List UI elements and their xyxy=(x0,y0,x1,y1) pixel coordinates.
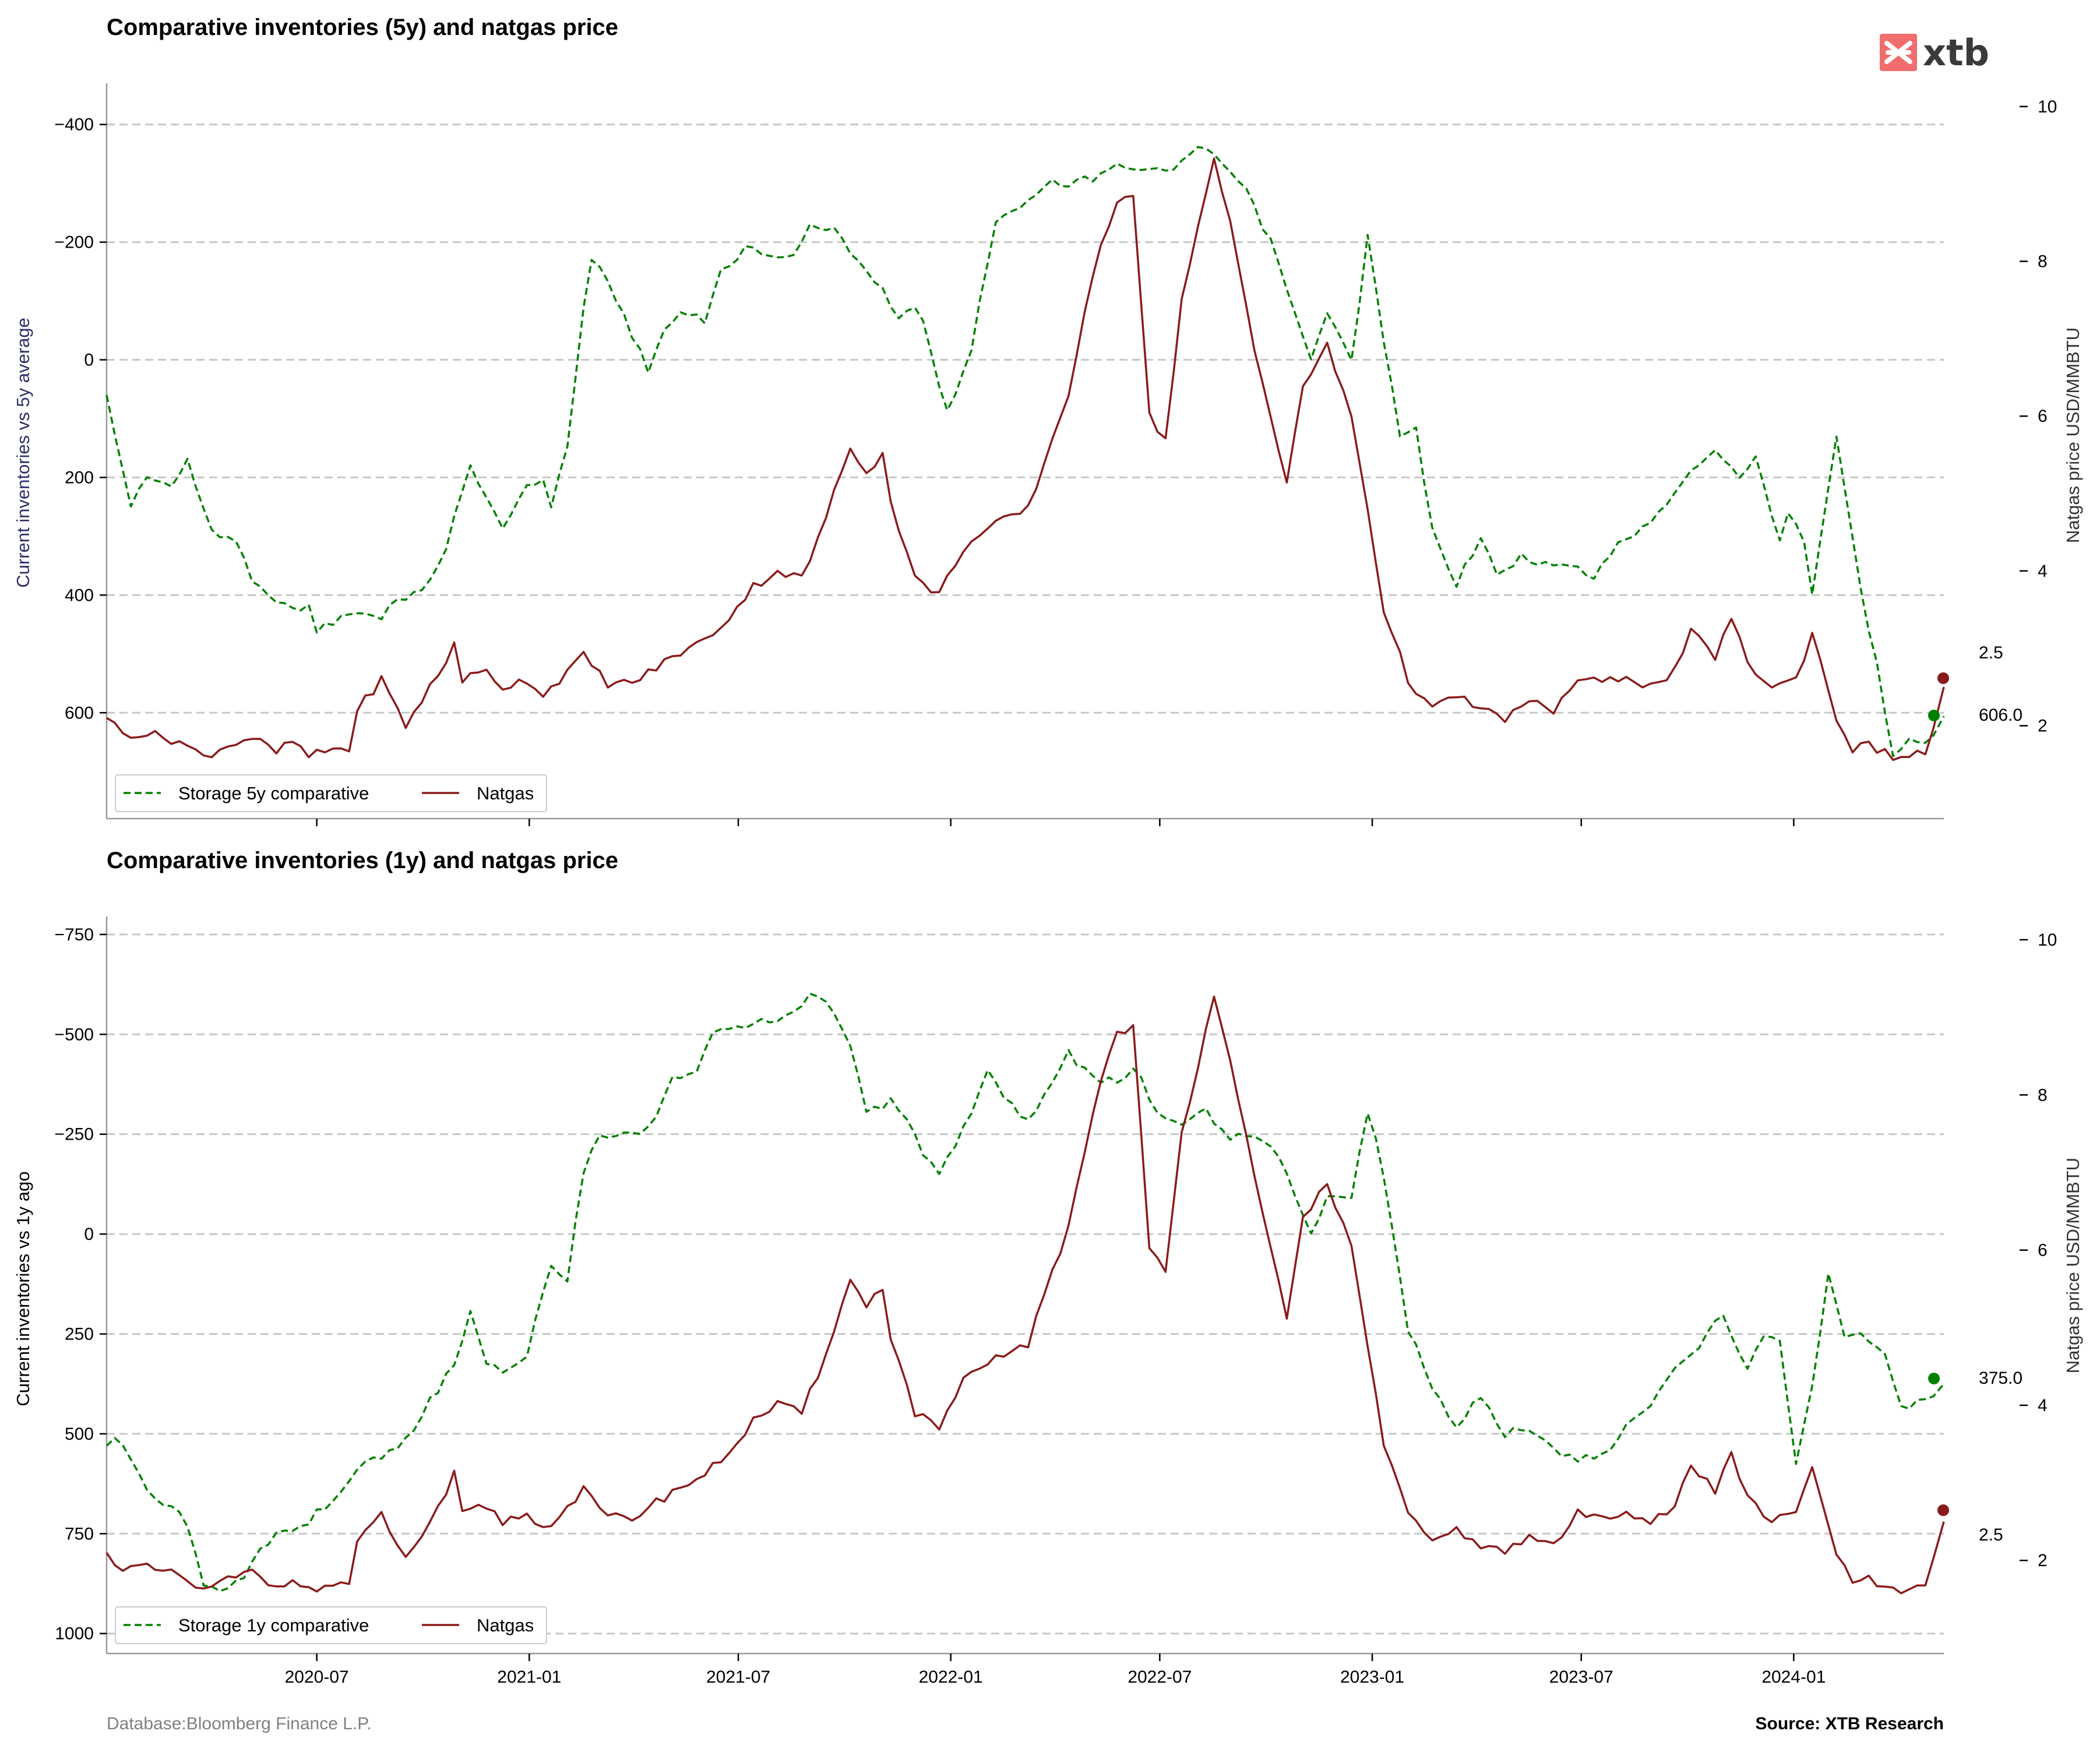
bottom-chart-legend: Storage 1y comparative Natgas xyxy=(115,1606,547,1644)
right-tick-label: 2 xyxy=(2038,717,2048,736)
top-chart-storage-end-label: 606.0 xyxy=(1979,706,2023,725)
top-chart-legend-storage-label: Storage 5y comparative xyxy=(178,783,369,803)
top-chart-right-axis-label: Natgas price USD/MMBTU xyxy=(2063,327,2083,543)
top-chart-legend-box xyxy=(115,774,547,812)
bottom-chart-natgas-end-dot xyxy=(1937,1504,1949,1516)
bottom-chart-axes: −750 −500 −250 0 250 500 750 1000 2 4 6 8 10 2020-07 2… xyxy=(54,916,2057,1687)
top-chart-storage-end-dot xyxy=(1928,710,1940,721)
footer-source-note: Source: XTB Research xyxy=(1756,1714,1944,1733)
bottom-chart-grid xyxy=(107,933,1944,1635)
right-tick-label: 10 xyxy=(2038,97,2057,117)
x-tick-label: 2023-07 xyxy=(1549,1668,1613,1687)
x-tick-label: 2021-07 xyxy=(706,1668,770,1687)
bottom-chart-legend-storage-label: Storage 1y comparative xyxy=(178,1615,369,1635)
x-tick-label: 2024-01 xyxy=(1761,1668,1826,1687)
top-chart-natgas-end-dot xyxy=(1937,672,1949,684)
natgas-series-line xyxy=(105,995,1945,1595)
bottom-chart-legend-box xyxy=(115,1606,547,1644)
right-tick-label: 4 xyxy=(2038,1396,2048,1415)
top-chart-end-markers: 2.5 606.0 xyxy=(1928,643,2023,725)
left-tick-label: −500 xyxy=(54,1025,94,1044)
bottom-chart-series xyxy=(105,992,1945,1595)
footer-database-note: Database:Bloomberg Finance L.P. xyxy=(107,1714,372,1733)
x-tick-label: 2022-07 xyxy=(1127,1668,1192,1687)
xtb-logo: xtb xyxy=(1880,31,1989,74)
left-tick-label: −750 xyxy=(54,925,94,944)
top-chart-grid xyxy=(107,124,1944,714)
bottom-chart: Comparative inventories (1y) and natgas … xyxy=(13,848,2083,1687)
bottom-chart-end-markers: 375.0 2.5 xyxy=(1928,1369,2023,1545)
xtb-logo-text: xtb xyxy=(1923,31,1989,74)
xtb-logo-x-icon xyxy=(1884,41,1912,64)
top-chart-natgas-end-label: 2.5 xyxy=(1979,643,2003,662)
bottom-chart-natgas-end-label: 2.5 xyxy=(1979,1525,2003,1545)
right-tick-label: 6 xyxy=(2038,1241,2048,1260)
bottom-chart-right-axis-label: Natgas price USD/MMBTU xyxy=(2063,1158,2083,1373)
left-tick-label: −200 xyxy=(54,233,94,252)
left-tick-label: 600 xyxy=(65,703,94,722)
right-tick-label: 8 xyxy=(2038,1085,2048,1105)
right-tick-label: 4 xyxy=(2038,562,2048,581)
left-tick-label: 200 xyxy=(65,468,94,487)
top-chart-axes: −400 −200 0 200 400 600 2 4 6 8 10 xyxy=(54,83,2057,826)
right-tick-label: 10 xyxy=(2038,930,2057,950)
left-tick-label: 400 xyxy=(65,586,94,605)
bottom-chart-storage-end-label: 375.0 xyxy=(1979,1369,2023,1388)
left-tick-label: 500 xyxy=(65,1425,94,1444)
storage-series-line xyxy=(105,146,1945,757)
top-chart-legend: Storage 5y comparative Natgas xyxy=(115,774,547,812)
storage-series-line xyxy=(105,992,1945,1592)
bottom-chart-storage-end-dot xyxy=(1928,1373,1940,1384)
left-tick-label: 0 xyxy=(84,1225,94,1244)
top-chart-legend-natgas-label: Natgas xyxy=(477,783,534,803)
top-chart-left-axis-label: Current inventories vs 5y average xyxy=(13,318,33,588)
top-chart-title: Comparative inventories (5y) and natgas … xyxy=(107,15,618,40)
right-tick-label: 8 xyxy=(2038,252,2048,272)
x-tick-label: 2022-01 xyxy=(919,1668,983,1687)
bottom-chart-legend-natgas-label: Natgas xyxy=(477,1615,534,1635)
bottom-chart-left-axis-label: Current inventories vs 1y ago xyxy=(13,1171,33,1406)
top-chart: Comparative inventories (5y) and natgas … xyxy=(13,15,2083,826)
left-tick-label: 750 xyxy=(65,1524,94,1543)
left-tick-label: 0 xyxy=(84,351,94,370)
x-tick-label: 2020-07 xyxy=(285,1668,349,1687)
bottom-chart-title: Comparative inventories (1y) and natgas … xyxy=(107,848,618,873)
right-tick-label: 6 xyxy=(2038,407,2048,426)
left-tick-label: −250 xyxy=(54,1125,94,1144)
x-tick-label: 2023-01 xyxy=(1340,1668,1404,1687)
left-tick-label: 250 xyxy=(65,1324,94,1344)
left-tick-label: 1000 xyxy=(55,1624,94,1644)
x-tick-label: 2021-01 xyxy=(497,1668,561,1687)
natgas-series-line xyxy=(106,157,1945,762)
left-tick-label: −400 xyxy=(54,115,94,135)
right-tick-label: 2 xyxy=(2038,1551,2048,1570)
top-chart-series xyxy=(105,146,1945,762)
